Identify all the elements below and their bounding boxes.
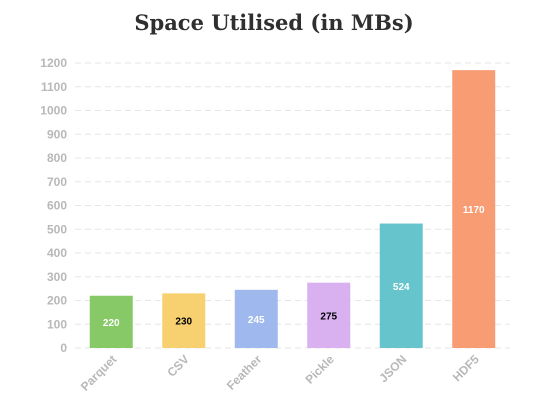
y-tick-label: 400 [47,246,67,260]
bar [307,282,351,348]
y-tick-label: 0 [60,341,67,355]
y-tick-label: 100 [47,317,67,331]
data-label: 524 [393,282,410,293]
data-label: 1170 [463,205,485,216]
bar [379,223,423,348]
bar [89,295,133,348]
x-tick-label: Parquet [78,352,119,393]
data-label: 230 [175,317,192,328]
y-tick-label: 1200 [40,56,67,70]
x-tick-label: JSON [376,352,409,385]
y-tick-label: 1100 [41,80,67,94]
y-tick-label: 800 [47,151,67,165]
x-tick-label: Feather [224,352,265,393]
y-tick-label: 900 [47,127,67,141]
y-tick-label: 500 [47,222,67,236]
x-tick-label: HDF5 [450,352,482,384]
bar [234,289,278,348]
data-label: 220 [103,318,120,329]
data-labels: 220 230 245 275 524 1170 [103,205,485,329]
y-tick-label: 1000 [40,104,67,118]
x-axis-ticks: Parquet CSV Feather Pickle JSON HDF5 [78,352,482,394]
chart-title: Space Utilised (in MBs) [134,10,414,35]
bar [452,70,496,348]
data-label: 245 [248,315,265,326]
y-tick-label: 600 [47,199,67,213]
y-axis-ticks: 0 100 200 300 400 500 600 700 800 900 1000 1100 1200 [40,56,67,355]
y-tick-label: 200 [47,294,67,308]
y-tick-label: 700 [47,175,67,189]
gridlines [75,62,510,349]
x-tick-label: CSV [165,352,192,379]
data-label: 275 [320,311,337,322]
x-tick-label: Pickle [302,352,337,387]
y-tick-label: 300 [47,270,67,284]
bar [162,293,206,348]
bars [89,70,496,348]
